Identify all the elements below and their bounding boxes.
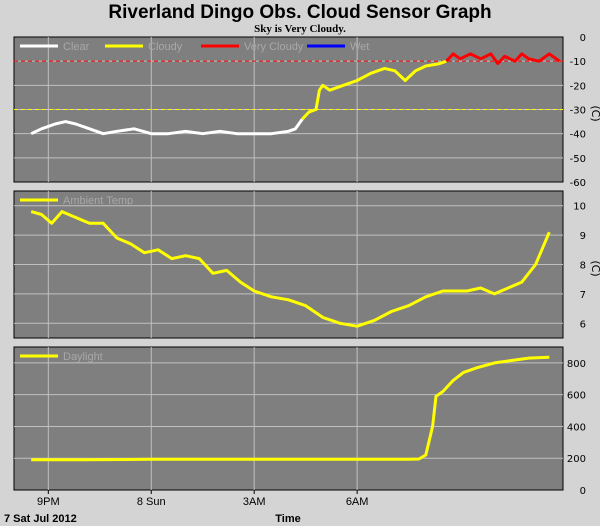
chart-title: Riverland Dingo Obs. Cloud Sensor Graph — [108, 2, 491, 23]
series-line-clear — [30, 118, 304, 136]
series-line-daylight — [31, 355, 550, 462]
series-line-very-cloudy — [445, 52, 561, 66]
y-tick-label: 6 — [580, 319, 586, 330]
y-tick-label: -60 — [570, 178, 586, 189]
y-axis-unit: (C) — [589, 105, 600, 121]
legend-item: Wet — [307, 41, 369, 53]
panel-ambient: 10 9 8 7 6 (C) Ambient Temp — [13, 190, 600, 339]
y-tick-label: -40 — [570, 130, 586, 141]
y-tick-label: 9 — [580, 231, 586, 242]
chart-subtitle: Sky is Very Cloudy. — [254, 23, 346, 35]
series-line-ambient-temp — [30, 210, 551, 328]
y-tick-label: 600 — [567, 391, 586, 402]
y-axis-unit: (C) — [589, 260, 600, 276]
series-line-cloudy — [301, 59, 447, 121]
date-label: 7 Sat Jul 2012 — [4, 513, 77, 525]
legend-label: Ambient Temp — [63, 195, 133, 207]
legend-item: Daylight — [20, 351, 103, 363]
y-tick-label: 10 — [573, 202, 586, 213]
x-tick-label: 3AM — [243, 496, 266, 508]
legend-item: Very Cloudy — [201, 41, 304, 53]
y-tick-label: -20 — [570, 81, 586, 92]
legend-item: Clear — [20, 41, 90, 53]
plot-area — [13, 346, 564, 491]
y-tick-label: -50 — [570, 154, 586, 165]
y-tick-label: -30 — [570, 106, 586, 117]
legend-item: Cloudy — [105, 41, 183, 53]
x-tick-label: 6AM — [346, 496, 369, 508]
x-tick-label: 9PM — [37, 496, 60, 508]
legend-label: Clear — [63, 41, 90, 53]
x-axis-label: Time — [275, 513, 300, 525]
y-tick-label: 7 — [580, 290, 586, 301]
panel-daylight: 800 600 400 200 0 Daylight — [13, 346, 586, 497]
legend-item: Ambient Temp — [20, 195, 133, 207]
panel-sky: 0 -10 -20 -30 -40 -50 -60 (C) Clear Cloudy Very Cl… — [13, 33, 600, 189]
y-tick-label: 8 — [580, 261, 586, 272]
y-tick-label: 400 — [567, 422, 586, 433]
y-tick-label: 0 — [580, 486, 586, 497]
y-tick-label: -10 — [570, 57, 586, 68]
y-tick-label: 800 — [567, 359, 586, 370]
legend-label: Daylight — [63, 351, 103, 363]
y-tick-label: 0 — [580, 33, 586, 44]
legend-label: Very Cloudy — [244, 41, 304, 53]
legend-label: Cloudy — [148, 41, 183, 53]
y-tick-label: 200 — [567, 454, 586, 465]
legend-label: Wet — [350, 41, 369, 53]
x-tick-label: 8 Sun — [137, 496, 166, 508]
